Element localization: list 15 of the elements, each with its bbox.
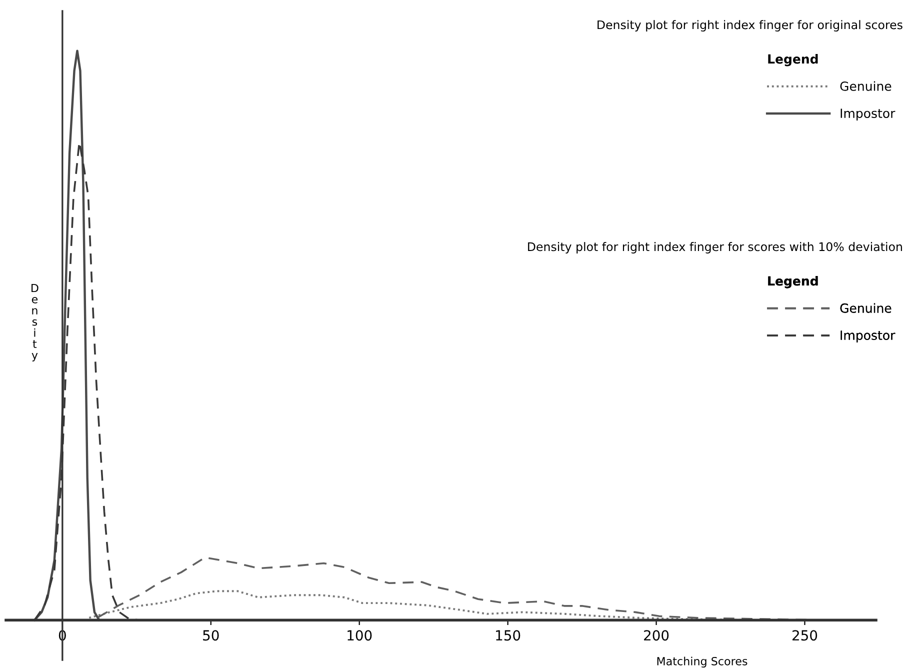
legend-label: Genuine — [840, 81, 892, 91]
x-tick-label: 150 — [496, 630, 520, 641]
y-axis-title: Density — [32, 284, 38, 362]
x-tick-label: 200 — [644, 630, 669, 641]
x-tick-label: 250 — [792, 630, 818, 641]
annotation: Density plot for right index finger for scores with 10% deviation — [528, 242, 902, 254]
x-tick-label: 100 — [348, 630, 372, 641]
legend-label: Impostor — [840, 330, 896, 342]
x-axis-title: Matching Scores — [657, 656, 748, 668]
legend-label: Impostor — [840, 108, 896, 120]
text: Density plot for right index finger for original scores — [598, 20, 902, 32]
legend-label: Genuine — [840, 303, 892, 313]
x-tick-label: 50 — [203, 630, 219, 641]
text: Legend — [768, 276, 818, 288]
legend-title: Legend — [768, 54, 818, 66]
